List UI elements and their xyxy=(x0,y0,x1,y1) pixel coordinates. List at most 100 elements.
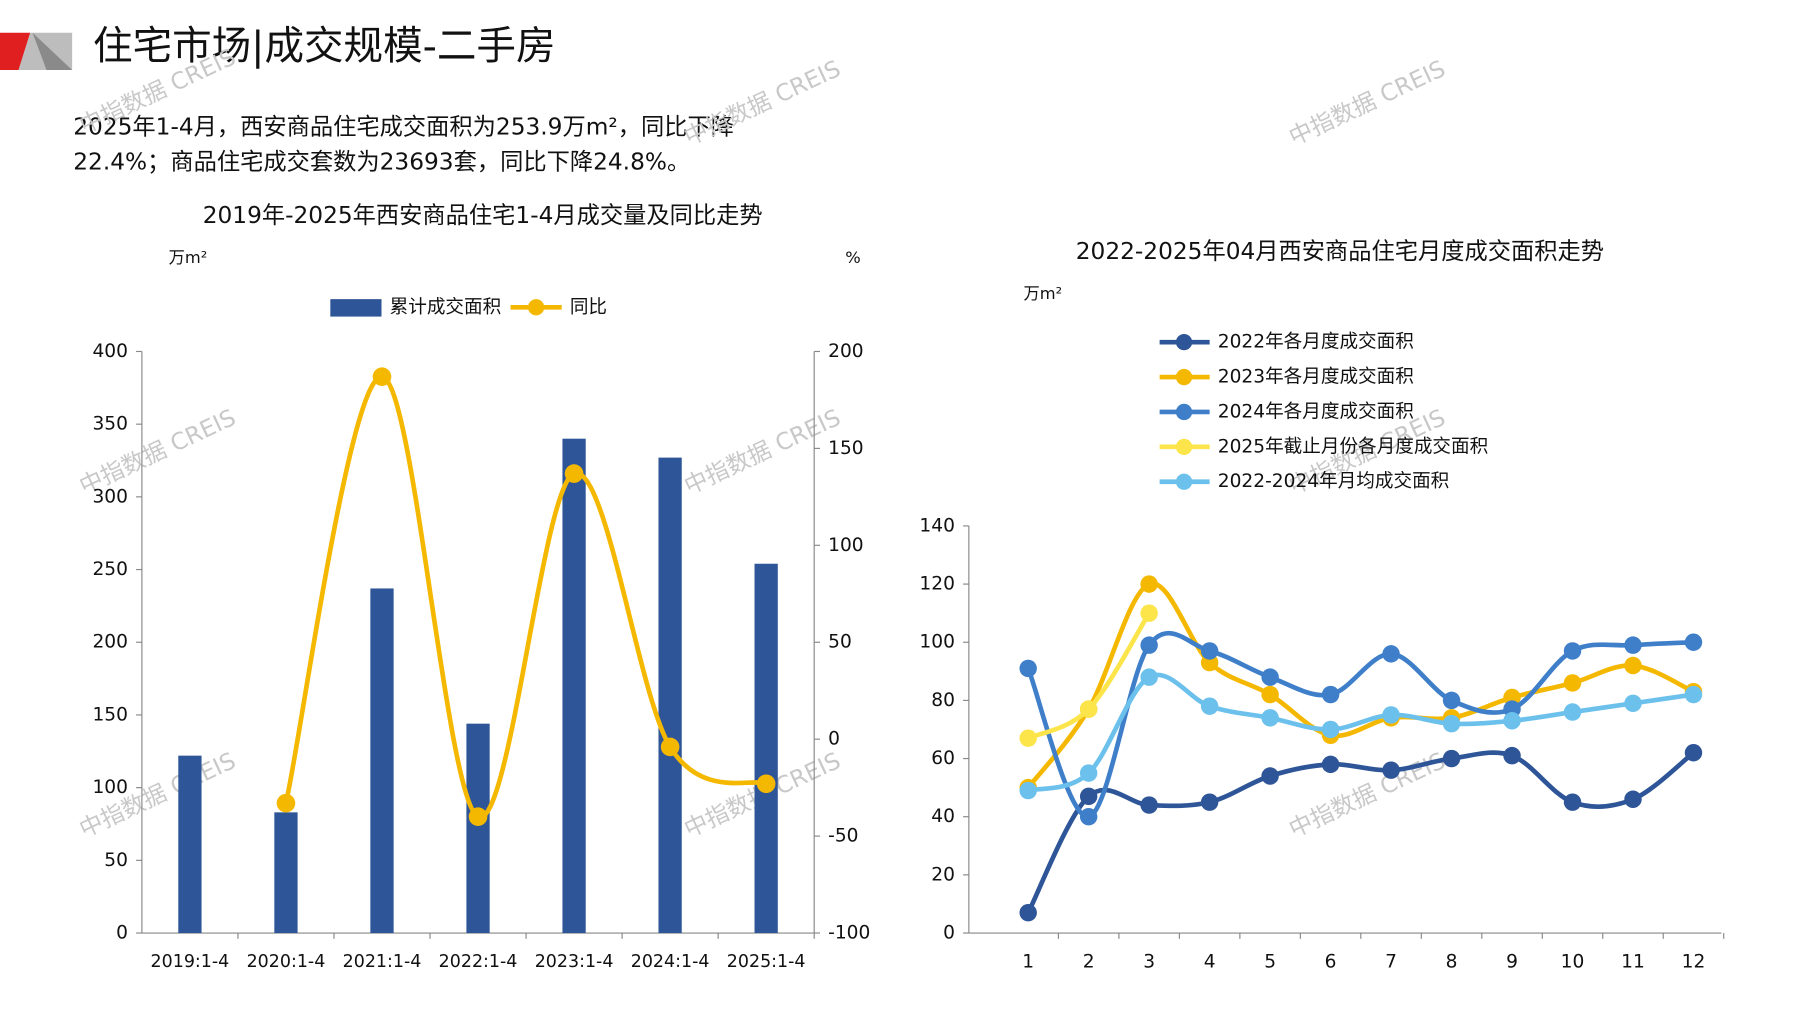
x-tick-label: 12 xyxy=(1682,952,1706,973)
marker xyxy=(1140,668,1158,686)
y2-tick-label: 150 xyxy=(828,438,864,459)
bar xyxy=(754,563,778,934)
marker xyxy=(1079,700,1098,718)
marker xyxy=(1019,781,1037,800)
x-tick-label: 11 xyxy=(1621,952,1645,973)
legend-swatch xyxy=(1175,473,1193,490)
legend-swatch xyxy=(1175,368,1193,386)
y-tick-label: 250 xyxy=(92,559,128,580)
marker xyxy=(1321,755,1340,774)
x-tick-label: 2025:1-4 xyxy=(727,952,806,972)
watermark: 中指数据 CREIS xyxy=(680,404,845,500)
x-tick-label: 2024:1-4 xyxy=(631,952,710,972)
bar xyxy=(178,755,202,934)
x-tick-label: 2021:1-4 xyxy=(343,952,422,972)
marker xyxy=(1321,720,1340,739)
legend-swatch xyxy=(330,299,382,317)
marker xyxy=(1079,807,1098,826)
y2-tick-label: 200 xyxy=(828,341,864,362)
legend-swatch xyxy=(1175,403,1193,421)
chart-title: 2019年-2025年西安商品住宅1-4月成交量及同比走势 xyxy=(203,202,763,229)
y-tick-label: 80 xyxy=(931,690,955,711)
x-tick-label: 2019:1-4 xyxy=(151,952,230,972)
marker xyxy=(1200,642,1219,660)
y-tick-label: 50 xyxy=(104,850,128,871)
marker xyxy=(1563,674,1582,692)
logo-dark xyxy=(32,32,73,70)
bar xyxy=(658,457,682,934)
summary: 2025年1-4月，西安商品住宅成交面积为253.9万m²，同比下降 xyxy=(73,114,734,141)
legend-label: 2022年各月度成交面积 xyxy=(1218,332,1414,353)
x-tick-label: 7 xyxy=(1385,952,1397,973)
legend-label: 2024年各月度成交面积 xyxy=(1218,401,1414,422)
legend-label: 2025年截止月份各月度成交面积 xyxy=(1218,436,1488,457)
marker xyxy=(1079,787,1098,806)
y-tick-label: 100 xyxy=(919,632,955,653)
y-tick-label: 0 xyxy=(116,923,128,944)
y-tick-label: 40 xyxy=(931,806,955,827)
legend-swatch xyxy=(1175,334,1193,351)
y2-tick-label: 100 xyxy=(828,535,864,556)
x-tick-label: 9 xyxy=(1506,952,1518,973)
marker xyxy=(1019,729,1037,747)
marker xyxy=(1442,714,1461,733)
y2-tick-label: -100 xyxy=(828,923,870,944)
bar xyxy=(466,723,490,934)
marker xyxy=(1382,761,1400,779)
bar xyxy=(562,438,586,934)
x-tick-label: 2022:1-4 xyxy=(439,952,518,972)
y2-tick-label: 0 xyxy=(828,729,840,750)
marker xyxy=(1503,712,1521,730)
legend-swatch xyxy=(527,299,545,316)
y-tick-label: 120 xyxy=(919,574,955,595)
marker xyxy=(564,464,584,483)
y2-tick-label: -50 xyxy=(828,826,858,847)
marker xyxy=(1261,709,1279,727)
chart-title: 2022-2025年04月西安商品住宅月度成交面积走势 xyxy=(1076,238,1604,265)
legend-label: 2023年各月度成交面积 xyxy=(1218,367,1414,388)
line xyxy=(1026,750,1695,914)
marker xyxy=(1684,744,1703,762)
watermark: 中指数据 CREIS xyxy=(1285,747,1450,843)
marker xyxy=(1624,694,1642,713)
summary: 22.4%；商品住宅成交套数为23693套，同比下降24.8%。 xyxy=(73,149,690,176)
marker xyxy=(1624,636,1642,654)
y2-unit: % xyxy=(845,248,860,267)
x-tick-label: 2 xyxy=(1083,952,1095,973)
marker xyxy=(660,737,680,757)
logo-red xyxy=(0,32,31,70)
marker xyxy=(1079,764,1098,782)
marker xyxy=(1019,659,1037,678)
y-tick-label: 0 xyxy=(943,923,955,944)
legend-label: 累计成交面积 xyxy=(390,297,502,318)
marker xyxy=(276,793,296,813)
marker xyxy=(1684,633,1703,651)
marker xyxy=(1019,903,1037,922)
x-tick-label: 8 xyxy=(1446,952,1458,973)
y-tick-label: 200 xyxy=(92,632,128,653)
marker xyxy=(1442,691,1461,710)
marker xyxy=(1382,645,1400,663)
y-tick-label: 60 xyxy=(931,748,955,769)
marker xyxy=(1624,790,1642,808)
x-tick-label: 3 xyxy=(1143,952,1155,973)
marker xyxy=(1563,703,1582,721)
x-tick-label: 1 xyxy=(1022,952,1034,973)
marker xyxy=(1684,685,1703,704)
marker xyxy=(1563,642,1582,660)
marker xyxy=(1624,656,1642,675)
watermark: 中指数据 CREIS xyxy=(680,55,845,151)
y-tick-label: 300 xyxy=(92,486,128,507)
y-tick-label: 100 xyxy=(92,777,128,798)
marker xyxy=(1321,685,1340,704)
x-tick-label: 10 xyxy=(1561,952,1585,973)
y-tick-label: 20 xyxy=(931,864,955,885)
marker xyxy=(1563,793,1582,811)
y-unit: 万m² xyxy=(169,248,208,267)
legend-label: 同比 xyxy=(570,297,607,318)
x-tick-label: 6 xyxy=(1325,952,1337,973)
marker xyxy=(372,367,392,386)
bar xyxy=(274,812,298,934)
y-tick-label: 350 xyxy=(92,414,128,435)
